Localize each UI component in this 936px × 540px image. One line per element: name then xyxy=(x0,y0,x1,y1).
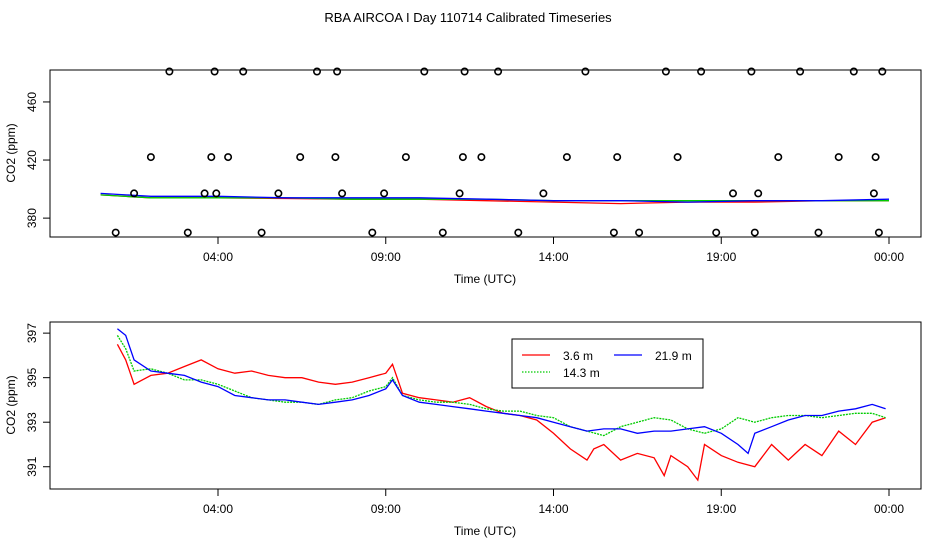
top-point-33 xyxy=(613,153,622,162)
top-point-20 xyxy=(401,153,410,162)
bottom-series-3-6-m xyxy=(116,343,886,482)
top-point-43 xyxy=(774,153,783,162)
top-point-47 xyxy=(849,67,858,76)
top-x-tick-label-3: 19:00 xyxy=(706,250,736,264)
top-point-0 xyxy=(111,228,120,237)
top-point-16 xyxy=(333,67,342,76)
top-point-40 xyxy=(747,67,756,76)
bottom-series-21-9-m xyxy=(116,328,886,455)
top-point-4 xyxy=(183,228,192,237)
legend-label-3-6m: 3.6 m xyxy=(563,349,593,363)
top-point-19 xyxy=(380,189,389,198)
top-point-12 xyxy=(274,189,283,198)
top-point-11 xyxy=(257,228,266,237)
legend-label-21-9m: 21.9 m xyxy=(655,349,692,363)
bottom-x-tick-label-3: 19:00 xyxy=(706,502,736,516)
legend: 3.6 m 14.3 m 21.9 m xyxy=(511,338,704,389)
top-x-tick-label-4: 00:00 xyxy=(874,250,904,264)
top-x-tick-label-1: 09:00 xyxy=(371,250,401,264)
top-point-26 xyxy=(477,153,486,162)
top-point-31 xyxy=(581,67,590,76)
top-point-48 xyxy=(869,189,878,198)
bottom-series-14-3-m xyxy=(116,335,886,437)
top-panel: 04:00 09:00 14:00 19:00 00:00 380 420 460 Time… xyxy=(4,67,922,286)
top-point-3 xyxy=(165,67,174,76)
bottom-panel: 04:00 09:00 14:00 19:00 00:00 391 393 395 397 T… xyxy=(4,321,922,538)
bottom-y-tick-label-3: 397 xyxy=(25,323,39,343)
top-x-axis-label: Time (UTC) xyxy=(454,272,516,286)
top-x-tick-label-0: 04:00 xyxy=(203,250,233,264)
top-point-27 xyxy=(494,67,503,76)
top-point-41 xyxy=(750,228,759,237)
top-point-51 xyxy=(878,67,887,76)
top-point-50 xyxy=(874,228,883,237)
top-point-39 xyxy=(728,189,737,198)
top-point-7 xyxy=(210,67,219,76)
top-point-17 xyxy=(338,189,347,198)
top-point-38 xyxy=(712,228,721,237)
chart-title: RBA AIRCOA I Day 110714 Calibrated Times… xyxy=(324,10,612,25)
top-point-9 xyxy=(224,153,233,162)
bottom-x-tick-label-2: 14:00 xyxy=(538,502,568,516)
top-point-25 xyxy=(460,67,469,76)
top-point-10 xyxy=(239,67,248,76)
top-point-18 xyxy=(368,228,377,237)
top-point-1 xyxy=(130,189,139,198)
top-point-49 xyxy=(871,153,880,162)
top-point-24 xyxy=(458,153,467,162)
top-x-tick-label-2: 14:00 xyxy=(538,250,568,264)
bottom-x-tick-label-4: 00:00 xyxy=(874,502,904,516)
top-y-tick-label-0: 380 xyxy=(25,208,39,228)
top-point-46 xyxy=(834,153,843,162)
bottom-y-axis-label: CO2 (ppm) xyxy=(4,375,18,434)
top-point-28 xyxy=(514,228,523,237)
top-point-37 xyxy=(697,67,706,76)
bottom-y-tick-label-2: 395 xyxy=(25,367,39,387)
bottom-y-tick-label-1: 393 xyxy=(25,412,39,432)
top-plot-frame xyxy=(49,69,922,238)
bottom-plot-frame xyxy=(49,321,922,490)
top-point-34 xyxy=(635,228,644,237)
bottom-x-tick-label-1: 09:00 xyxy=(371,502,401,516)
top-point-21 xyxy=(420,67,429,76)
top-point-23 xyxy=(455,189,464,198)
bottom-x-tick-label-0: 04:00 xyxy=(203,502,233,516)
bottom-y-tick-label-0: 391 xyxy=(25,456,39,476)
top-point-32 xyxy=(609,228,618,237)
top-y-tick-label-1: 420 xyxy=(25,150,39,170)
top-point-36 xyxy=(673,153,682,162)
top-point-45 xyxy=(814,228,823,237)
top-point-42 xyxy=(754,189,763,198)
top-point-6 xyxy=(207,153,216,162)
top-point-30 xyxy=(562,153,571,162)
top-point-15 xyxy=(331,153,340,162)
top-y-axis-label: CO2 (ppm) xyxy=(4,123,18,182)
top-y-tick-label-2: 460 xyxy=(25,92,39,112)
legend-label-14-3m: 14.3 m xyxy=(563,366,600,380)
top-point-22 xyxy=(438,228,447,237)
top-point-13 xyxy=(296,153,305,162)
top-point-2 xyxy=(146,153,155,162)
top-point-44 xyxy=(796,67,805,76)
top-point-5 xyxy=(200,189,209,198)
top-point-35 xyxy=(661,67,670,76)
legend-box xyxy=(511,338,704,389)
top-point-8 xyxy=(212,189,221,198)
bottom-x-axis-label: Time (UTC) xyxy=(454,524,516,538)
top-point-29 xyxy=(539,189,548,198)
top-point-14 xyxy=(312,67,321,76)
